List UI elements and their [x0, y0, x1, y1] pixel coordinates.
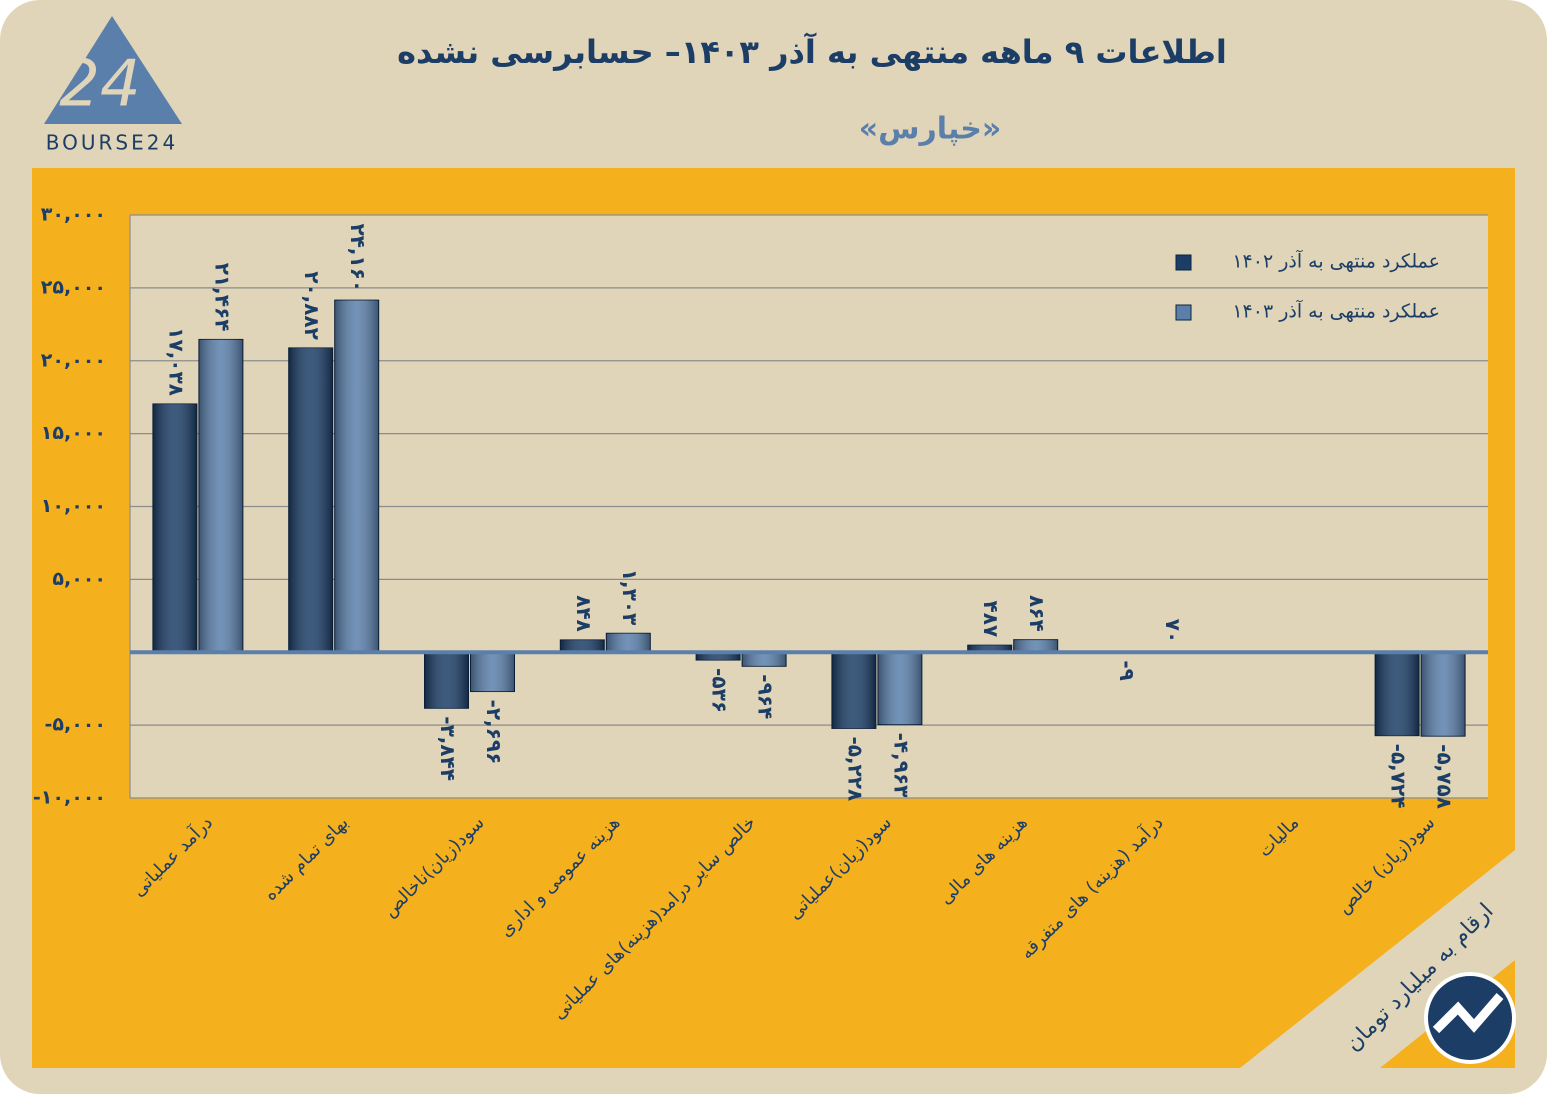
data-label: -۵,۲۲۸ [843, 736, 867, 801]
bar [289, 348, 333, 652]
data-label: ۴۸۷ [979, 601, 1003, 638]
data-label: ۸۶۴ [1025, 595, 1049, 632]
bar [742, 652, 786, 666]
data-label: ۲۴,۱۶۰ [346, 223, 370, 292]
bar-group [153, 404, 197, 652]
bar-group [199, 339, 243, 652]
legend-label: عملکرد منتهی به آذر ۱۴۰۲ [1232, 249, 1440, 273]
logo-mark: 24 [59, 48, 140, 122]
bar [832, 652, 876, 728]
bar [1421, 652, 1465, 736]
y-tick-label: -۱۰,۰۰۰ [33, 787, 106, 809]
y-tick-label: ۳۰,۰۰۰ [41, 204, 106, 226]
data-label: -۵۳۶ [708, 668, 732, 713]
chart-title: اطلاعات ۹ ماهه منتهی به آذر ۱۴۰۳– حسابرس… [397, 32, 1227, 71]
y-tick-label: ۲۵,۰۰۰ [41, 276, 106, 298]
data-label: ۷۰ [1161, 619, 1185, 643]
bar [471, 652, 515, 691]
bar-group [742, 652, 786, 666]
data-label: ۱,۳۰۳ [618, 569, 642, 625]
data-label: -۹ [1115, 660, 1139, 681]
bar-group [1421, 652, 1465, 736]
bar-group [1375, 652, 1419, 735]
legend-label: عملکرد منتهی به آذر ۱۴۰۳ [1232, 299, 1440, 323]
y-tick-label: ۲۰,۰۰۰ [41, 349, 106, 371]
bar [878, 652, 922, 724]
bar [1375, 652, 1419, 735]
bar [425, 652, 469, 708]
bar-group [289, 348, 333, 652]
data-label: -۴,۹۶۳ [889, 733, 913, 798]
bar [153, 404, 197, 652]
data-label: ۲۰,۸۸۲ [300, 271, 324, 340]
data-label: ۱۷,۰۳۸ [164, 327, 188, 396]
logo-text: BOURSE24 [46, 131, 178, 155]
data-label: -۲,۶۹۶ [482, 700, 506, 765]
bar-group [832, 652, 876, 728]
bar-group [335, 300, 379, 652]
bar-group [606, 633, 650, 652]
y-tick-label: ۵,۰۰۰ [52, 568, 106, 590]
legend-swatch [1176, 305, 1191, 320]
data-label: -۹۶۴ [754, 674, 778, 719]
y-tick-label: ۱۰,۰۰۰ [41, 495, 106, 517]
bar-group [425, 652, 469, 708]
chart-subtitle: «خپارس» [859, 112, 1002, 147]
y-tick-label: ۱۵,۰۰۰ [41, 422, 106, 444]
data-label: -۵,۷۲۴ [1387, 744, 1411, 809]
bar [199, 339, 243, 652]
data-label: ۲۱,۴۶۴ [210, 263, 234, 332]
bar-group [471, 652, 515, 691]
data-label: -۳,۸۴۴ [436, 716, 460, 781]
data-label: -۵,۷۵۸ [1433, 744, 1457, 809]
y-tick-label: -۵,۰۰۰ [45, 714, 107, 736]
bar [606, 633, 650, 652]
bar [335, 300, 379, 652]
legend-swatch [1176, 255, 1191, 270]
bar-group [878, 652, 922, 724]
data-label: ۸۴۸ [572, 595, 596, 632]
